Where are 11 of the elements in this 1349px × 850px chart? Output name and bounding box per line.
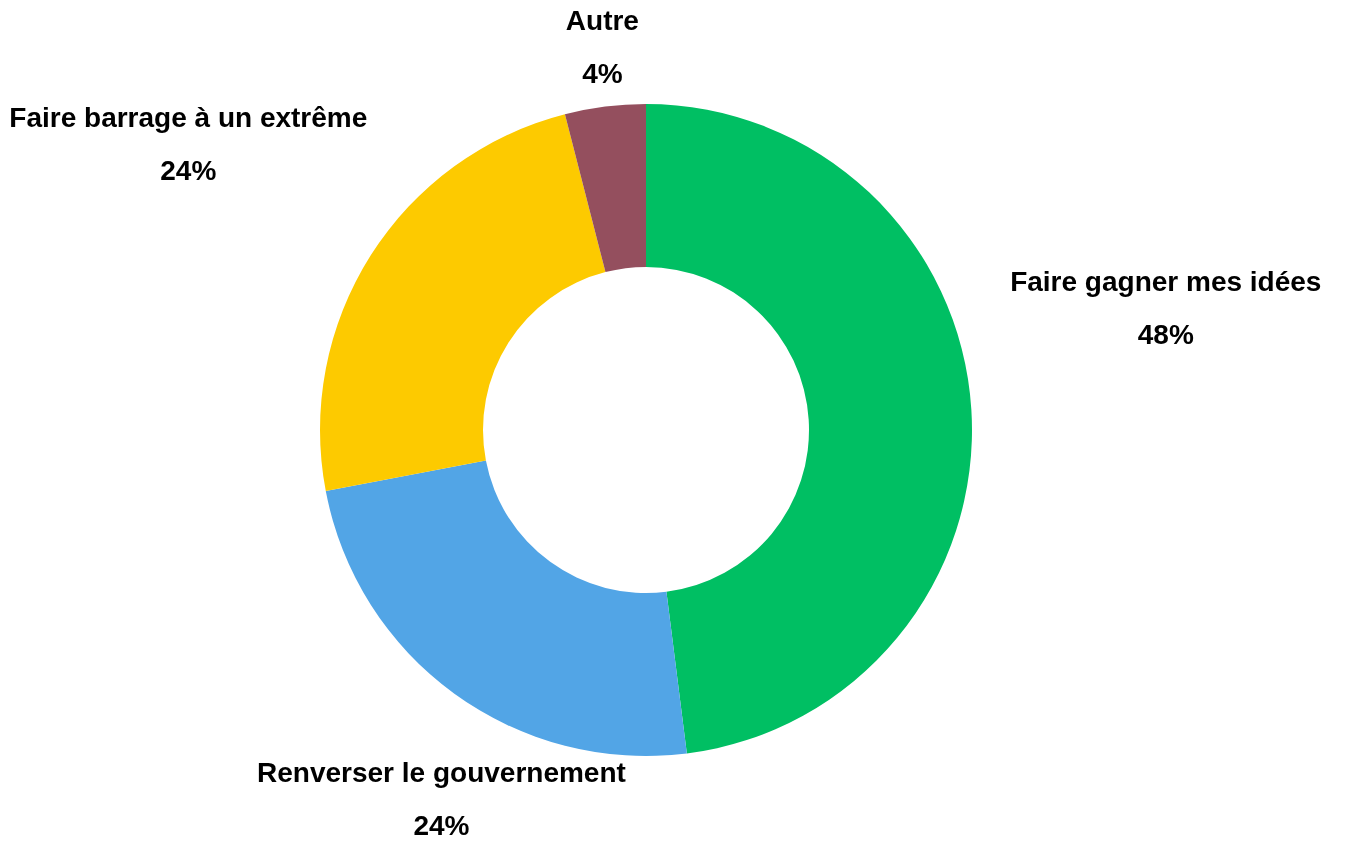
data-label: 48% bbox=[1137, 319, 1194, 351]
slice-label: Faire gagner mes idées bbox=[1010, 266, 1322, 298]
data-label: 24% bbox=[160, 154, 217, 186]
slice-label: Renverser le gouvernement bbox=[257, 756, 626, 788]
slice-label: Faire barrage à un extrême bbox=[9, 101, 368, 133]
data-label: 24% bbox=[413, 809, 470, 841]
data-label: 4% bbox=[582, 57, 623, 89]
donut-slice bbox=[325, 460, 687, 756]
slice-label: Autre bbox=[565, 4, 639, 36]
donut-slice bbox=[564, 104, 646, 273]
donut-slice bbox=[646, 104, 972, 754]
